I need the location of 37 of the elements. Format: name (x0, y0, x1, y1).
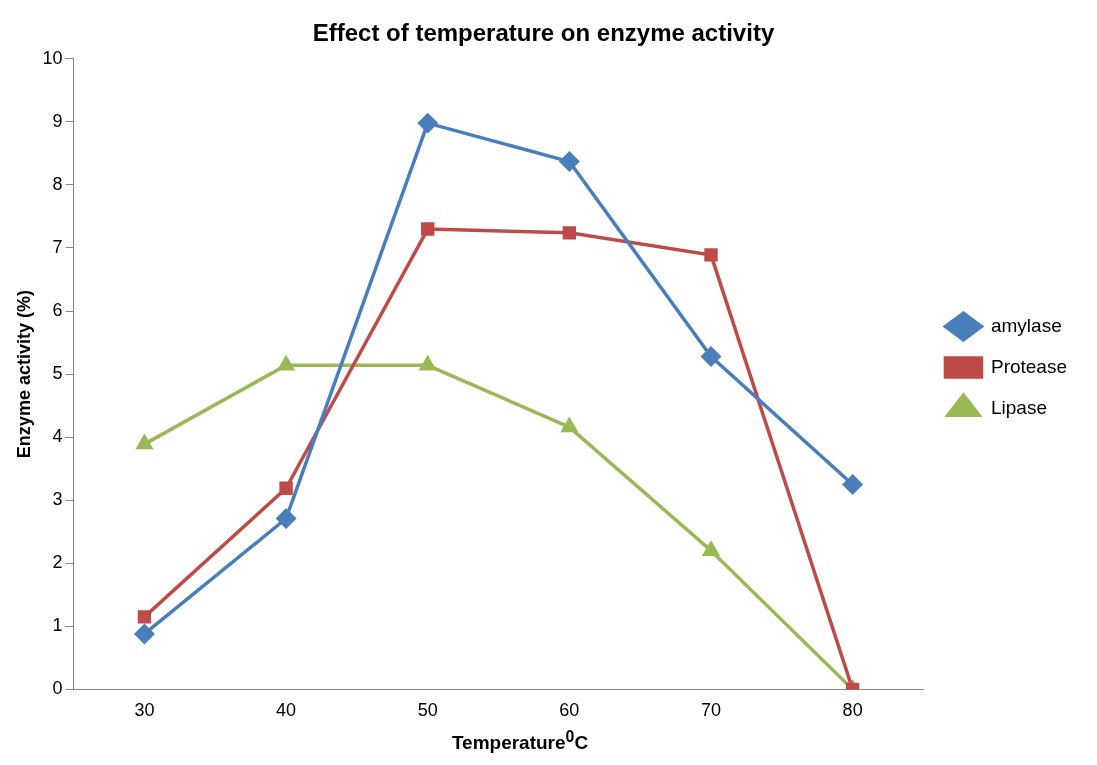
x-tick-label: 80 (842, 700, 863, 721)
point (276, 508, 296, 529)
y-tick-label: 6 (52, 300, 63, 321)
y-tick-label: 1 (52, 615, 63, 636)
point (562, 226, 577, 240)
y-tick-label: 3 (52, 489, 63, 510)
point (561, 418, 578, 433)
point (279, 481, 293, 495)
point (417, 113, 438, 133)
legend-label: Lipase (990, 396, 1047, 418)
y-tick-label: 2 (52, 552, 63, 573)
point (701, 346, 721, 367)
point (842, 474, 863, 495)
y-tick-label: 8 (52, 173, 63, 194)
point (703, 541, 719, 556)
point (136, 435, 153, 450)
y-tick-label: 9 (52, 110, 63, 131)
y-axis-title: Enzyme activity (%) (13, 290, 34, 459)
point (704, 248, 718, 262)
chart-title: Effect of temperature on enzyme activity (312, 19, 775, 47)
y-tick-label: 10 (42, 47, 63, 68)
x-tick-label: 30 (134, 700, 155, 721)
x-tick-label: 40 (276, 700, 297, 721)
legend-label: Protease (990, 355, 1067, 377)
y-tick-label: 5 (52, 363, 63, 384)
y-tick-label: 7 (52, 236, 63, 257)
x-tick-label: 60 (559, 700, 580, 721)
point (134, 624, 155, 644)
y-tick-label: 0 (52, 678, 63, 699)
point (137, 610, 152, 624)
point (559, 151, 580, 172)
x-tick-label: 70 (700, 700, 722, 721)
point (421, 222, 435, 236)
legend-label: amylase (990, 314, 1062, 336)
x-tick-label: 50 (417, 700, 438, 721)
y-tick-label: 4 (52, 426, 63, 447)
x-axis-title: Temperature$^{0}$C (450, 728, 590, 755)
